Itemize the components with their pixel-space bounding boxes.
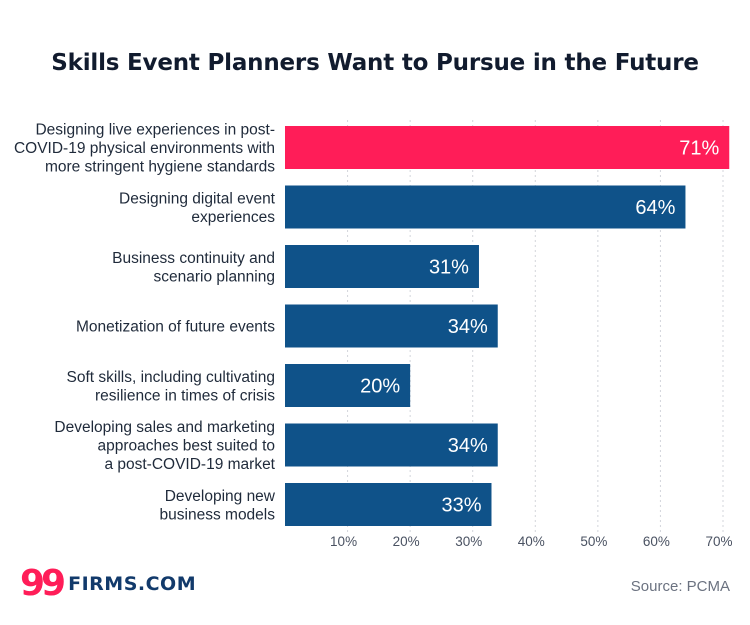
logo-mark: 99 — [20, 563, 66, 604]
x-tick-label: 10% — [330, 534, 357, 549]
x-tick-label: 30% — [455, 534, 482, 549]
bar-value-label: 34% — [448, 435, 488, 457]
category-label: Business continuity and scenario planning — [112, 250, 275, 286]
category-label: Developing sales and marketing approaches… — [54, 419, 275, 473]
x-tick-label: 60% — [643, 534, 670, 549]
x-tick-label: 50% — [580, 534, 607, 549]
category-label: Designing live experiences in post-COVID… — [14, 122, 275, 176]
bar-value-label: 20% — [360, 376, 400, 398]
bar-value-label: 64% — [635, 197, 675, 219]
bar — [285, 483, 492, 526]
bar-value-label: 33% — [441, 495, 481, 517]
bar-value-label: 71% — [679, 138, 719, 160]
x-axis-ticks: 10% 20% 30% 40% 50% 60% 70% — [330, 534, 732, 549]
category-label: Developing new business models — [160, 488, 276, 524]
x-tick-label: 20% — [393, 534, 420, 549]
bar-value-label: 31% — [429, 257, 469, 279]
x-tick-label: 40% — [518, 534, 545, 549]
category-labels: Designing live experiences in post-COVID… — [14, 122, 276, 524]
category-label: Monetization of future events — [76, 319, 275, 336]
category-label: Soft skills, including cultivating resili… — [67, 369, 276, 405]
x-tick-label: 70% — [705, 534, 732, 549]
bar-value-label: 34% — [448, 316, 488, 338]
bar — [285, 245, 479, 288]
brand-logo: 99 FIRMS.COM — [20, 566, 196, 602]
chart-title: Skills Event Planners Want to Pursue in … — [51, 50, 699, 76]
source-note: Source: PCMA — [630, 578, 730, 595]
bar — [285, 126, 730, 169]
bar — [285, 185, 686, 229]
bars: 71% 64% 31% 34% 20% 34% 33% — [285, 126, 730, 526]
bar — [285, 364, 411, 407]
category-label: Designing digital event experiences — [119, 190, 276, 226]
bar — [285, 423, 498, 467]
logo-text: FIRMS.COM — [68, 573, 197, 595]
bar — [285, 304, 498, 348]
